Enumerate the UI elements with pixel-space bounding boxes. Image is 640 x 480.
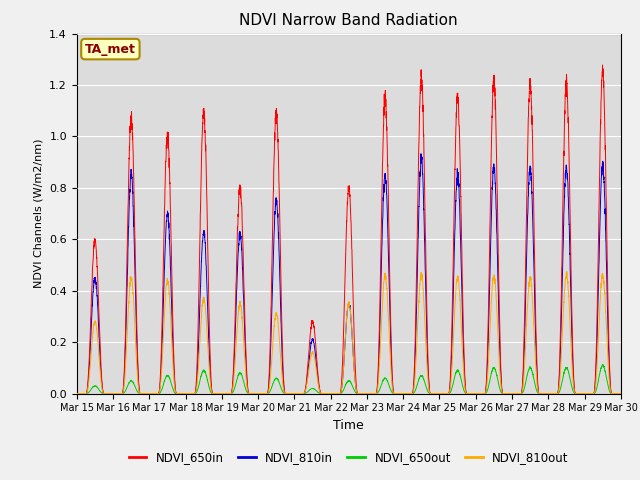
NDVI_650out <box>402 391 410 396</box>
Title: NDVI Narrow Band Radiation: NDVI Narrow Band Radiation <box>239 13 458 28</box>
NDVI_650in <box>189 391 197 396</box>
NDVI_650in <box>402 391 410 396</box>
NDVI_650out <box>225 391 232 396</box>
NDVI_650out <box>565 372 573 378</box>
NDVI_810in <box>73 391 81 396</box>
NDVI_650out <box>189 391 197 396</box>
Text: TA_met: TA_met <box>85 43 136 56</box>
NDVI_810in <box>565 221 573 227</box>
NDVI_650in <box>617 391 625 396</box>
Line: NDVI_650out: NDVI_650out <box>77 364 621 394</box>
NDVI_810out <box>189 391 197 396</box>
Line: NDVI_810in: NDVI_810in <box>77 154 621 394</box>
NDVI_650in <box>412 337 419 343</box>
NDVI_810in <box>225 391 232 396</box>
NDVI_810in <box>417 151 425 156</box>
NDVI_650in <box>617 391 625 396</box>
NDVI_810out <box>565 306 573 312</box>
NDVI_650out <box>599 361 607 367</box>
NDVI_650out <box>73 391 81 396</box>
NDVI_810out <box>617 391 625 396</box>
NDVI_650in <box>73 391 81 396</box>
NDVI_650out <box>617 391 625 396</box>
NDVI_650in <box>565 159 573 165</box>
NDVI_810in <box>617 391 625 396</box>
NDVI_650in <box>598 62 606 68</box>
NDVI_650out <box>412 388 419 394</box>
NDVI_650out <box>617 391 625 396</box>
NDVI_810out <box>617 391 625 396</box>
NDVI_810in <box>402 391 410 396</box>
NDVI_810out <box>563 268 570 274</box>
Y-axis label: NDVI Channels (W/m2/nm): NDVI Channels (W/m2/nm) <box>34 139 44 288</box>
Line: NDVI_810out: NDVI_810out <box>77 271 621 394</box>
NDVI_810in <box>412 350 419 356</box>
NDVI_810in <box>617 391 625 396</box>
Line: NDVI_650in: NDVI_650in <box>77 65 621 394</box>
NDVI_810out <box>402 391 410 396</box>
NDVI_810out <box>412 371 419 376</box>
NDVI_810out <box>73 391 81 396</box>
X-axis label: Time: Time <box>333 419 364 432</box>
NDVI_810out <box>225 391 232 396</box>
NDVI_650in <box>225 391 232 396</box>
Legend: NDVI_650in, NDVI_810in, NDVI_650out, NDVI_810out: NDVI_650in, NDVI_810in, NDVI_650out, NDV… <box>124 446 573 469</box>
NDVI_810in <box>189 391 197 396</box>
